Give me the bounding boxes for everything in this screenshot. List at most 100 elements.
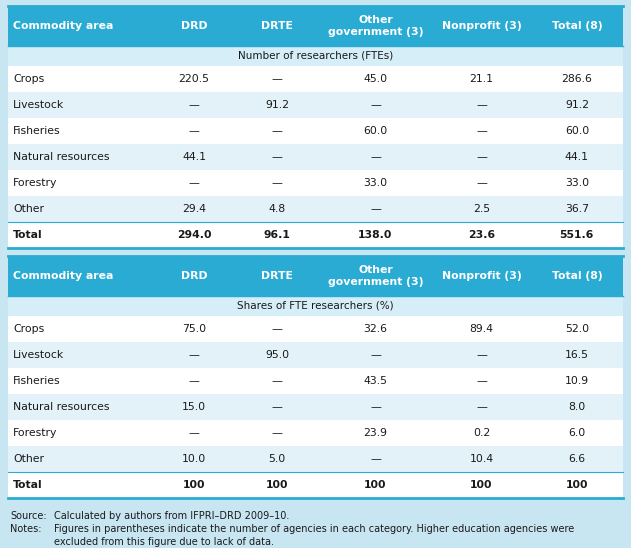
Text: 10.9: 10.9 <box>565 376 589 386</box>
Text: 5.0: 5.0 <box>268 454 286 464</box>
Text: —: — <box>476 126 487 136</box>
Text: —: — <box>271 428 283 438</box>
Text: Notes:: Notes: <box>10 524 42 534</box>
Text: 91.2: 91.2 <box>565 100 589 110</box>
Text: —: — <box>189 100 199 110</box>
Text: 8.0: 8.0 <box>569 402 586 412</box>
Text: Calculated by authors from IFPRI–DRD 2009–10.: Calculated by authors from IFPRI–DRD 200… <box>54 511 290 521</box>
Text: 33.0: 33.0 <box>363 178 387 188</box>
Text: Other
government (3): Other government (3) <box>327 265 423 287</box>
Text: Natural resources: Natural resources <box>13 152 110 162</box>
Text: —: — <box>370 350 381 360</box>
Bar <box>8 342 623 368</box>
Bar <box>8 316 623 342</box>
Bar <box>8 394 623 420</box>
Text: Figures in parentheses indicate the number of agencies in each category. Higher : Figures in parentheses indicate the numb… <box>54 524 574 547</box>
Text: —: — <box>370 402 381 412</box>
Text: Nonprofit (3): Nonprofit (3) <box>442 271 521 281</box>
Bar <box>8 368 623 394</box>
Bar <box>8 472 623 498</box>
Text: 2.5: 2.5 <box>473 204 490 214</box>
Bar <box>8 118 623 144</box>
Bar <box>8 446 623 472</box>
Text: Total (8): Total (8) <box>551 271 602 281</box>
Text: 286.6: 286.6 <box>562 74 593 84</box>
Text: DRTE: DRTE <box>261 21 293 31</box>
Text: Forestry: Forestry <box>13 178 57 188</box>
Text: 10.4: 10.4 <box>469 454 493 464</box>
Text: 45.0: 45.0 <box>363 74 387 84</box>
Text: —: — <box>476 350 487 360</box>
Bar <box>8 196 623 222</box>
Text: DRD: DRD <box>180 271 208 281</box>
Text: DRD: DRD <box>180 21 208 31</box>
Bar <box>8 296 623 316</box>
Text: 138.0: 138.0 <box>358 230 392 240</box>
Text: —: — <box>271 126 283 136</box>
Text: 36.7: 36.7 <box>565 204 589 214</box>
Text: —: — <box>271 402 283 412</box>
Text: —: — <box>271 376 283 386</box>
Text: Crops: Crops <box>13 74 44 84</box>
Text: 100: 100 <box>565 480 588 490</box>
Text: 44.1: 44.1 <box>565 152 589 162</box>
Text: 294.0: 294.0 <box>177 230 211 240</box>
Text: Forestry: Forestry <box>13 428 57 438</box>
Text: 4.8: 4.8 <box>269 204 286 214</box>
Text: Other
government (3): Other government (3) <box>327 15 423 37</box>
Text: —: — <box>370 454 381 464</box>
Text: —: — <box>370 100 381 110</box>
Text: 16.5: 16.5 <box>565 350 589 360</box>
Text: 52.0: 52.0 <box>565 324 589 334</box>
Text: Fisheries: Fisheries <box>13 126 61 136</box>
Text: Crops: Crops <box>13 324 44 334</box>
Text: —: — <box>476 152 487 162</box>
Text: Total (8): Total (8) <box>551 21 602 31</box>
Text: 6.6: 6.6 <box>569 454 586 464</box>
Text: —: — <box>370 152 381 162</box>
Bar <box>8 420 623 446</box>
Bar <box>8 66 623 92</box>
Text: Other: Other <box>13 454 44 464</box>
Text: 95.0: 95.0 <box>265 350 289 360</box>
Text: —: — <box>271 178 283 188</box>
Bar <box>8 170 623 196</box>
Text: —: — <box>189 350 199 360</box>
Text: 75.0: 75.0 <box>182 324 206 334</box>
Text: Livestock: Livestock <box>13 100 64 110</box>
Text: 33.0: 33.0 <box>565 178 589 188</box>
Text: 91.2: 91.2 <box>265 100 289 110</box>
Text: 0.2: 0.2 <box>473 428 490 438</box>
Text: 96.1: 96.1 <box>264 230 290 240</box>
Text: —: — <box>189 376 199 386</box>
Bar <box>8 6 623 46</box>
Text: —: — <box>476 376 487 386</box>
Text: 23.9: 23.9 <box>363 428 387 438</box>
Text: —: — <box>476 402 487 412</box>
Text: 100: 100 <box>364 480 387 490</box>
Bar <box>8 222 623 248</box>
Text: 44.1: 44.1 <box>182 152 206 162</box>
Text: Total: Total <box>13 480 43 490</box>
Text: 60.0: 60.0 <box>565 126 589 136</box>
Text: Nonprofit (3): Nonprofit (3) <box>442 21 521 31</box>
Text: —: — <box>271 74 283 84</box>
Text: Livestock: Livestock <box>13 350 64 360</box>
Text: 89.4: 89.4 <box>469 324 493 334</box>
Text: 100: 100 <box>470 480 493 490</box>
Text: —: — <box>189 178 199 188</box>
Bar <box>8 46 623 66</box>
Text: —: — <box>476 100 487 110</box>
Bar <box>8 256 623 296</box>
Text: —: — <box>370 204 381 214</box>
Text: Other: Other <box>13 204 44 214</box>
Text: Number of researchers (FTEs): Number of researchers (FTEs) <box>238 51 393 61</box>
Text: 100: 100 <box>183 480 205 490</box>
Text: Fisheries: Fisheries <box>13 376 61 386</box>
Text: 60.0: 60.0 <box>363 126 387 136</box>
Bar <box>8 144 623 170</box>
Text: Commodity area: Commodity area <box>13 21 114 31</box>
Text: Source:: Source: <box>10 511 47 521</box>
Text: —: — <box>476 178 487 188</box>
Text: —: — <box>271 152 283 162</box>
